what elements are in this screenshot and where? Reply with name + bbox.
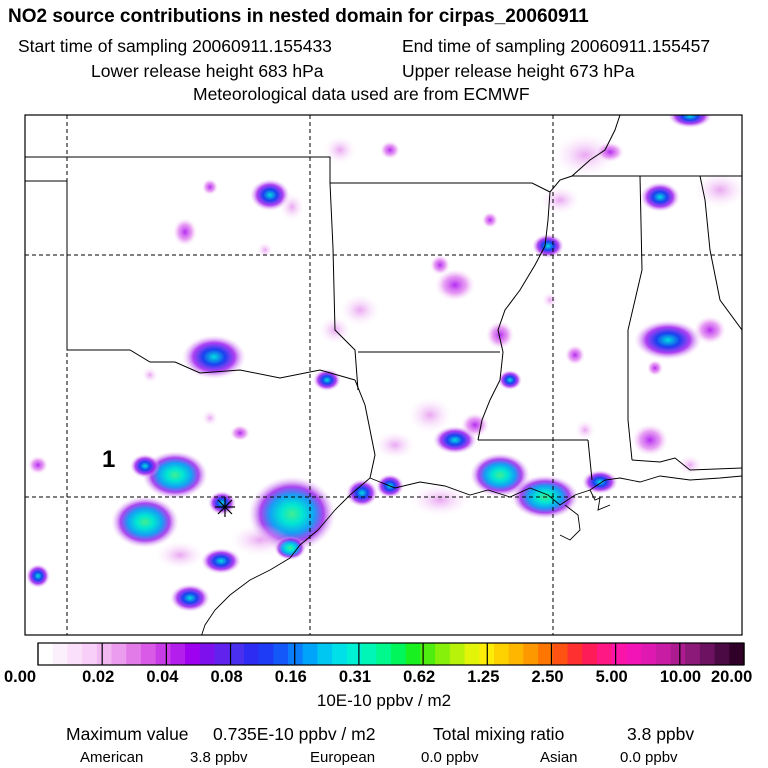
colorbar-cell <box>405 643 422 665</box>
colorbar-cell <box>96 643 113 665</box>
plot-title: NO2 source contributions in nested domai… <box>8 6 589 27</box>
colorbar-cell <box>155 643 171 665</box>
source-asian-label: Asian <box>540 749 578 766</box>
colorbar-cell <box>140 643 157 665</box>
colorbar-cell <box>596 643 613 665</box>
max-value-label: Maximum value <box>66 724 189 744</box>
colorbar-cell <box>552 643 569 665</box>
colorbar-tick-label: 10.00 <box>659 668 702 686</box>
colorbar-units: 10E-10 ppbv / m2 <box>316 691 452 710</box>
upper-release-height: Upper release height 673 hPa <box>402 61 635 81</box>
colorbar-cell <box>641 643 657 665</box>
colorbar-tick-label: 0.08 <box>210 668 243 686</box>
colorbar-cell <box>655 643 672 665</box>
colorbar-cell <box>214 643 230 665</box>
colorbar-cell <box>567 643 583 665</box>
colorbar-tick-label: 0.16 <box>274 668 307 686</box>
total-mixing-ratio-value: 3.8 ppbv <box>627 724 695 744</box>
source-european-value: 0.0 ppbv <box>421 749 479 766</box>
lower-release-height: Lower release height 683 hPa <box>91 61 324 81</box>
colorbar-cell <box>346 643 363 665</box>
colorbar-cell <box>714 643 730 665</box>
source-european-label: European <box>310 749 376 766</box>
colorbar-cell <box>685 643 701 665</box>
asterisk-icon <box>215 497 235 517</box>
colorbar-cell <box>538 643 554 665</box>
total-mixing-ratio-label: Total mixing ratio <box>433 724 565 744</box>
colorbar-cell <box>38 643 54 665</box>
colorbar-cell <box>391 643 407 665</box>
colorbar-cell <box>435 643 451 665</box>
lat-lon-gridlines <box>25 115 742 635</box>
colorbar-cell <box>111 643 127 665</box>
map-frame <box>24 114 743 636</box>
colorbar-cell <box>258 643 274 665</box>
colorbar-cell <box>52 643 69 665</box>
colorbar-cell <box>582 643 598 665</box>
colorbar-cell <box>185 643 201 665</box>
source-american-value: 3.8 ppbv <box>190 749 248 766</box>
end-sampling-time: End time of sampling 20060911.155457 <box>402 36 711 56</box>
colorbar-tick-label: 1.25 <box>467 668 500 686</box>
colorbar-tick-label: 2.50 <box>531 668 564 686</box>
colorbar-cell <box>449 643 466 665</box>
concentration-plumes <box>26 115 742 612</box>
colorbar-tick-label: 0.04 <box>146 668 179 686</box>
meteorological-data-source: Meteorological data used are from ECMWF <box>193 84 530 104</box>
colorbar-tick-label: 0.02 <box>82 668 115 686</box>
colorbar-cell <box>243 643 260 665</box>
colorbar-cell <box>699 643 716 665</box>
colorbar <box>37 642 745 666</box>
colorbar-cell <box>302 643 319 665</box>
colorbar-cell <box>523 643 539 665</box>
colorbar-cell <box>493 643 510 665</box>
colorbar-cell <box>670 643 686 665</box>
colorbar-cell <box>332 643 348 665</box>
colorbar-tick-label: 20.00 <box>711 668 753 686</box>
colorbar-cell <box>199 643 216 665</box>
release-point-label: 1 <box>102 446 116 473</box>
colorbar-cell <box>67 643 83 665</box>
start-sampling-time: Start time of sampling 20060911.155433 <box>18 36 332 56</box>
colorbar-cell <box>611 643 627 665</box>
colorbar-tick-label: 0.62 <box>403 668 436 686</box>
colorbar-tick-label: 0.00 <box>4 668 37 686</box>
colorbar-cell <box>273 643 289 665</box>
colorbar-cell <box>170 643 186 665</box>
colorbar-tick-label: 5.00 <box>595 668 628 686</box>
colorbar-cell <box>361 643 377 665</box>
colorbar-cell <box>729 643 745 665</box>
source-american-label: American <box>80 749 144 766</box>
colorbar-cell <box>464 643 480 665</box>
colorbar-cell <box>317 643 333 665</box>
max-value: 0.735E-10 ppbv / m2 <box>213 724 376 744</box>
colorbar-cell <box>229 643 245 665</box>
colorbar-cell <box>626 643 642 665</box>
colorbar-tick-label: 0.31 <box>338 668 372 686</box>
colorbar-cell <box>126 643 142 665</box>
concentration-map <box>24 114 743 636</box>
colorbar-cell <box>376 643 392 665</box>
colorbar-cell <box>420 643 436 665</box>
colorbar-cell <box>288 643 304 665</box>
colorbar-cell <box>82 643 98 665</box>
source-asian-value: 0.0 ppbv <box>620 749 678 766</box>
colorbar-cell <box>508 643 524 665</box>
